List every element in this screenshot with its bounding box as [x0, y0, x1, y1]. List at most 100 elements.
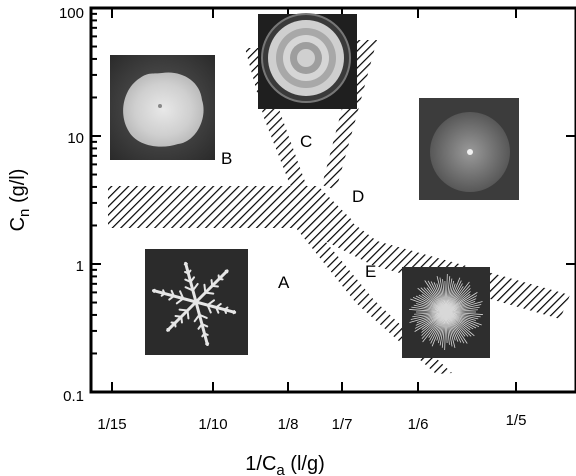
colony-branch [187, 269, 192, 275]
x-axis-label-units: (l/g) [285, 453, 325, 475]
colony-spoke [445, 274, 448, 313]
colony-spoke [431, 311, 447, 347]
colony-spoke [445, 276, 451, 313]
colony-spoke [445, 277, 461, 313]
colony-branch [206, 299, 216, 307]
colony-branch [223, 308, 228, 314]
y-tick-label-100: 100 [59, 5, 84, 22]
colony-spoke [427, 280, 447, 313]
colony-spoke [445, 311, 475, 337]
colony-spoke [445, 281, 470, 313]
x-tick-label-1-15: 1/15 [97, 416, 126, 433]
colony-spoke [445, 311, 480, 328]
colony-branch [185, 262, 188, 266]
colony-spoke [445, 301, 483, 313]
region-B-colony-photo [110, 55, 215, 160]
colony-spoke [409, 311, 447, 323]
A-E-boundary [288, 213, 452, 374]
region-label-A: A [278, 273, 290, 292]
colony-spoke [436, 276, 447, 313]
colony-branch [174, 315, 183, 318]
colony-branch [178, 308, 189, 312]
region-label-E: E [365, 262, 376, 281]
colony-spoke [445, 311, 483, 315]
colony-branch [189, 276, 196, 283]
colony-branch [162, 289, 166, 295]
region-label-C: C [300, 132, 312, 151]
y-tick-label-0.1: 0.1 [63, 388, 84, 405]
colony-branch [153, 288, 157, 293]
colony-spoke [445, 311, 482, 326]
colony-branch [205, 341, 208, 345]
colony-branch [179, 290, 185, 300]
colony-branch [206, 304, 212, 314]
colony-spoke [445, 311, 472, 337]
colony-spoke [445, 292, 478, 313]
colony-spoke [445, 304, 482, 313]
colony-spoke [445, 311, 481, 318]
colony-spoke [441, 311, 447, 348]
region-A-colony-photo [145, 249, 248, 355]
colony-branch [191, 282, 199, 292]
y-tick-label-1: 1 [76, 258, 84, 275]
y-axis-label-subscript: n [16, 209, 33, 217]
colony-branch [201, 332, 206, 338]
colony-spoke [424, 280, 447, 313]
colony-spoke [410, 298, 447, 313]
colony-spoke [422, 311, 447, 343]
x-tick-label-1-6: 1/6 [408, 416, 429, 433]
x-axis-label: 1/Ca (l/g) [245, 453, 324, 476]
colony-spoke [411, 306, 447, 313]
colony-spoke [445, 284, 471, 313]
colony-spoke [412, 296, 447, 313]
colony-branch [203, 283, 207, 294]
x-tick-label-1-8: 1/8 [278, 416, 299, 433]
C-right-boundary [322, 40, 377, 190]
colony-branch [184, 286, 194, 292]
colony-branch [197, 323, 203, 330]
colony-spoke [430, 311, 447, 344]
colony-spoke [445, 311, 465, 344]
colony-spoke [414, 311, 447, 332]
plot-frame [89, 6, 576, 394]
colony-branch [204, 291, 215, 295]
colony-spoke [421, 311, 447, 340]
x-tick-label-1-5: 1/5 [506, 412, 527, 429]
colony-spoke [417, 287, 447, 313]
colony-branch [198, 313, 208, 319]
colony-spoke [445, 311, 456, 348]
colony-spoke [445, 280, 462, 313]
colony-branch [170, 289, 175, 298]
D-E-boundary [296, 186, 352, 232]
x-tick-label-1-7: 1/7 [332, 416, 353, 433]
colony-spoke [444, 311, 447, 350]
colony-spoke [445, 311, 453, 347]
x-tick-label-1-10: 1/10 [198, 416, 227, 433]
region-label-B: B [221, 149, 232, 168]
x-axis-label-subscript: a [276, 462, 285, 476]
colony-spoke [445, 311, 468, 344]
y-tick-label-10: 10 [67, 130, 84, 147]
colony-branch [215, 306, 220, 314]
colony-branch [193, 313, 201, 323]
region-E-colony-photo [402, 267, 490, 358]
y-axis-label-units: (g/l) [7, 169, 29, 209]
region-label-D: D [352, 187, 364, 206]
y-axis-label-main: C [7, 217, 29, 231]
colony-branch [175, 297, 185, 305]
colony-spoke [439, 277, 447, 313]
y-axis-label: Cn (g/l) [7, 169, 33, 232]
region-D-colony-photo [419, 98, 519, 200]
colony-branch [186, 309, 190, 320]
colony-branch [232, 310, 235, 315]
colony-spoke [445, 295, 478, 313]
colony-spoke [410, 311, 447, 320]
colony-spoke [414, 311, 447, 329]
colony-spoke [409, 309, 447, 313]
x-axis-label-main: 1/C [245, 453, 276, 475]
region-C-colony-photo [258, 13, 357, 109]
colony-branch [211, 284, 219, 288]
colony-spoke [420, 287, 447, 313]
colony-spoke [445, 309, 478, 313]
